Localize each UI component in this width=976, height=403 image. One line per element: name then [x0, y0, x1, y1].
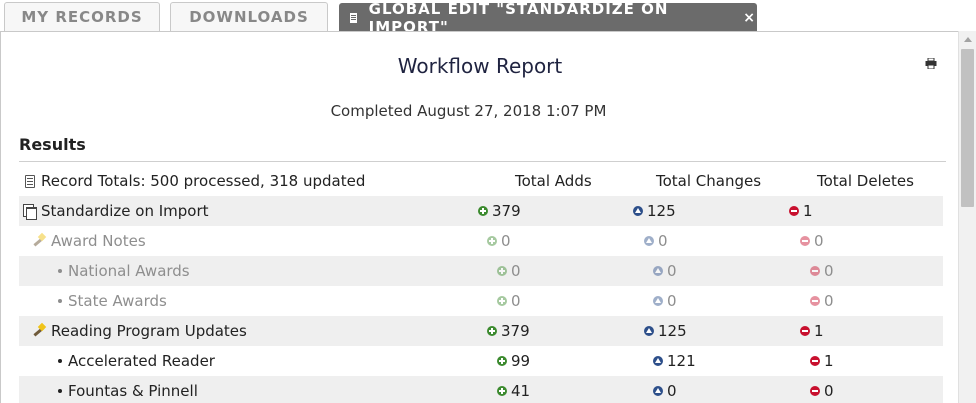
- row-label: Accelerated Reader: [68, 352, 215, 370]
- changes-value: 121: [667, 352, 696, 370]
- change-icon: [653, 386, 663, 396]
- results-heading: Results: [19, 135, 86, 154]
- change-icon: [653, 266, 663, 276]
- table-row: Award Notes 0 0 0: [19, 226, 943, 256]
- add-icon: [478, 206, 488, 216]
- row-label: National Awards: [68, 262, 190, 280]
- add-icon: [487, 236, 497, 246]
- change-icon: [653, 356, 663, 366]
- adds-value: 379: [501, 322, 530, 340]
- record-totals-label: Record Totals: 500 processed, 318 update…: [41, 172, 366, 190]
- change-icon: [653, 296, 663, 306]
- vertical-scrollbar[interactable]: [958, 31, 976, 403]
- adds-value: 0: [511, 292, 521, 310]
- column-total-deletes: Total Deletes: [817, 172, 914, 190]
- delete-icon: [810, 386, 820, 396]
- deletes-value: 0: [814, 232, 824, 250]
- deletes-value: 0: [824, 292, 834, 310]
- row-label: Award Notes: [51, 232, 146, 250]
- delete-icon: [810, 296, 820, 306]
- tab-downloads[interactable]: DOWNLOADS: [170, 2, 328, 31]
- changes-value: 125: [647, 202, 676, 220]
- delete-icon: [800, 236, 810, 246]
- column-total-adds: Total Adds: [515, 172, 592, 190]
- table-row: State Awards 0 0 0: [19, 286, 943, 316]
- tab-bar: MY RECORDS DOWNLOADS GLOBAL EDIT "STANDA…: [0, 0, 976, 36]
- adds-value: 0: [501, 232, 511, 250]
- table-row: Fountas & Pinnell 41 0 0: [19, 376, 943, 403]
- row-label: Reading Program Updates: [51, 322, 247, 340]
- add-icon: [487, 326, 497, 336]
- changes-value: 0: [667, 262, 677, 280]
- tab-global-edit[interactable]: GLOBAL EDIT "STANDARDIZE ON IMPORT" ×: [339, 0, 757, 36]
- deletes-value: 0: [824, 382, 834, 400]
- close-tab-icon[interactable]: ×: [743, 10, 756, 26]
- row-label: Standardize on Import: [41, 202, 209, 220]
- delete-icon: [810, 356, 820, 366]
- table-row: Accelerated Reader 99 121 1: [19, 346, 943, 376]
- adds-value: 41: [511, 382, 531, 400]
- add-icon: [497, 356, 507, 366]
- report-panel: Workflow Report Completed August 27, 201…: [0, 31, 958, 403]
- adds-value: 99: [511, 352, 531, 370]
- scrollbar-thumb[interactable]: [961, 49, 974, 207]
- document-icon: [350, 13, 357, 23]
- change-icon: [644, 326, 654, 336]
- row-label: Fountas & Pinnell: [68, 382, 198, 400]
- bullet: [58, 269, 62, 273]
- scroll-up-arrow-icon[interactable]: [964, 37, 972, 42]
- table-row: Reading Program Updates 379 125 1: [19, 316, 943, 346]
- magic-wand-icon: [31, 324, 47, 338]
- changes-value: 0: [667, 292, 677, 310]
- tab-my-records[interactable]: MY RECORDS: [4, 2, 160, 31]
- adds-value: 379: [492, 202, 521, 220]
- deletes-value: 0: [824, 262, 834, 280]
- report-title: Workflow Report: [397, 54, 563, 78]
- totals-header-row: Record Totals: 500 processed, 318 update…: [19, 166, 943, 196]
- changes-value: 0: [658, 232, 668, 250]
- bullet: [58, 389, 62, 393]
- table-row: National Awards 0 0 0: [19, 256, 943, 286]
- adds-value: 0: [511, 262, 521, 280]
- changes-value: 125: [658, 322, 687, 340]
- deletes-value: 1: [824, 352, 834, 370]
- table-row: Standardize on Import 379 125 1: [19, 196, 943, 226]
- completed-timestamp: Completed August 27, 2018 1:07 PM: [330, 102, 607, 120]
- divider: [19, 161, 946, 162]
- changes-value: 0: [667, 382, 677, 400]
- bullet: [58, 359, 62, 363]
- magic-wand-icon: [31, 234, 47, 248]
- list-icon: [25, 174, 35, 188]
- change-icon: [633, 206, 643, 216]
- row-label: State Awards: [68, 292, 167, 310]
- delete-icon: [789, 206, 799, 216]
- add-icon: [497, 266, 507, 276]
- delete-icon: [810, 266, 820, 276]
- delete-icon: [800, 326, 810, 336]
- print-icon[interactable]: [925, 58, 937, 69]
- add-icon: [497, 386, 507, 396]
- documents-icon: [23, 204, 37, 220]
- deletes-value: 1: [814, 322, 824, 340]
- deletes-value: 1: [803, 202, 813, 220]
- add-icon: [497, 296, 507, 306]
- change-icon: [644, 236, 654, 246]
- bullet: [58, 299, 62, 303]
- column-total-changes: Total Changes: [656, 172, 762, 190]
